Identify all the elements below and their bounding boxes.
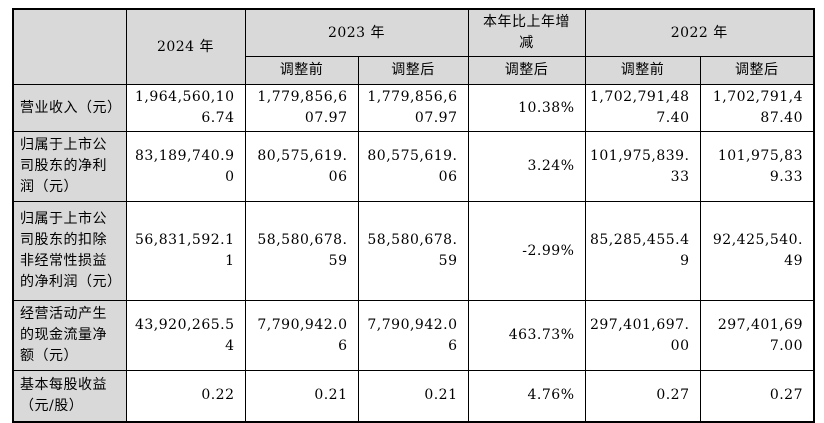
cell-net-profit-2022-pre: 101,975,839.33 [584,131,701,202]
row-label-net-profit-excl-nonrecurring: 归属于上市公司股东的扣除非经常性损益的净利润（元） [12,201,127,301]
cell-cash-flow-yoy: 463.73% [467,300,586,371]
cell-cash-flow-2023-pre: 7,790,942.06 [244,300,359,371]
table-row-net-profit-excl-nonrecurring: 归属于上市公司股东的扣除非经常性损益的净利润（元） 56,831,592.11 … [12,201,815,301]
row-label-net-profit: 归属于上市公司股东的净利润（元） [12,131,127,202]
row-label-operating-cash-flow: 经营活动产生的现金流量净额（元） [12,300,127,371]
cell-cash-flow-2022-post: 297,401,697.00 [699,300,815,371]
cell-basic-eps-2022-pre: 0.27 [584,370,701,422]
cell-excl-nonrecurring-2023-pre: 58,580,678.59 [244,201,359,301]
cell-revenue-2022-post: 1,702,791,487.40 [699,84,815,132]
cell-excl-nonrecurring-yoy: -2.99% [467,201,586,301]
header-2024: 2024 年 [125,8,246,85]
cell-excl-nonrecurring-2022-post: 92,425,540.49 [699,201,815,301]
cell-excl-nonrecurring-2022-pre: 85,285,455.49 [584,201,701,301]
corner-cell [12,8,127,85]
header-2023: 2023 年 [244,8,469,57]
financial-summary: 2024 年 2023 年 本年比上年增减 2022 年 调整前 调整后 调整后… [12,8,815,423]
cell-basic-eps-2023-pre: 0.21 [244,370,359,422]
cell-net-profit-2022-post: 101,975,839.33 [699,131,815,202]
cell-cash-flow-2023-post: 7,790,942.06 [357,300,469,371]
table-row-operating-cash-flow: 经营活动产生的现金流量净额（元） 43,920,265.54 7,790,942… [12,300,815,371]
cell-revenue-2023-post: 1,779,856,607.97 [357,84,469,132]
header-2022: 2022 年 [584,8,815,57]
row-label-basic-eps: 基本每股收益（元/股） [12,370,127,422]
cell-revenue-yoy: 10.38% [467,84,586,132]
cell-net-profit-2024: 83,189,740.90 [125,131,246,202]
cell-revenue-2022-pre: 1,702,791,487.40 [584,84,701,132]
header-row-years: 2024 年 2023 年 本年比上年增减 2022 年 [12,8,815,85]
cell-revenue-2023-pre: 1,779,856,607.97 [244,84,359,132]
cell-revenue-2024: 1,964,560,106.74 [125,84,246,132]
cell-cash-flow-2022-pre: 297,401,697.00 [584,300,701,371]
financial-summary-table: 2024 年 2023 年 本年比上年增减 2022 年 调整前 调整后 调整后… [12,8,815,423]
cell-net-profit-2023-pre: 80,575,619.06 [244,131,359,202]
table-row-net-profit: 归属于上市公司股东的净利润（元） 83,189,740.90 80,575,61… [12,131,815,202]
subheader-2023-post-adjust: 调整后 [357,56,469,85]
header-yoy-change: 本年比上年增减 [467,8,586,57]
cell-basic-eps-2023-post: 0.21 [357,370,469,422]
cell-basic-eps-2022-post: 0.27 [699,370,815,422]
cell-basic-eps-2024: 0.22 [125,370,246,422]
cell-excl-nonrecurring-2024: 56,831,592.11 [125,201,246,301]
subheader-2023-pre-adjust: 调整前 [244,56,359,85]
cell-net-profit-yoy: 3.24% [467,131,586,202]
row-label-revenue: 营业收入（元） [12,84,127,132]
cell-cash-flow-2024: 43,920,265.54 [125,300,246,371]
subheader-2022-post-adjust: 调整后 [699,56,815,85]
header-row-adjustments: 调整前 调整后 调整后 调整前 调整后 [13,56,815,85]
table-row-basic-eps: 基本每股收益（元/股） 0.22 0.21 0.21 4.76% 0.27 0.… [12,370,815,422]
table-row-revenue: 营业收入（元） 1,964,560,106.74 1,779,856,607.9… [12,84,815,132]
subheader-2022-pre-adjust: 调整前 [584,56,701,85]
cell-net-profit-2023-post: 80,575,619.06 [357,131,469,202]
cell-excl-nonrecurring-2023-post: 58,580,678.59 [357,201,469,301]
subheader-yoy-post-adjust: 调整后 [467,56,586,85]
cell-basic-eps-yoy: 4.76% [467,370,586,422]
